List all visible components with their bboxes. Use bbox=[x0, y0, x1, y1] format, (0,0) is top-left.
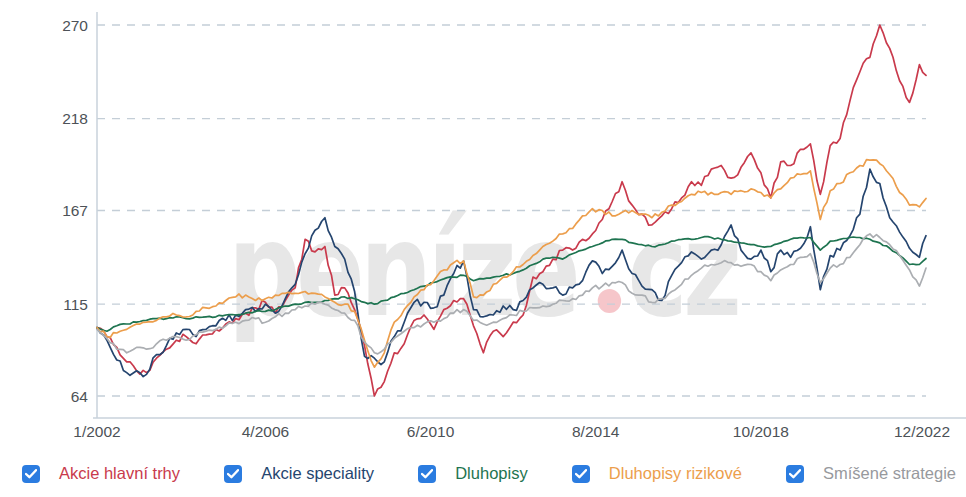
legend-checkbox-3[interactable] bbox=[418, 465, 436, 483]
series-line-dluhopisy-rizikov- bbox=[97, 160, 926, 368]
x-axis-label-12-2022: 12/2022 bbox=[894, 423, 950, 440]
legend-checkbox-5[interactable] bbox=[786, 465, 804, 483]
checkmark-icon bbox=[575, 469, 587, 479]
legend-item-dluhopisy-rizikov-[interactable]: Dluhopisy rizikové bbox=[572, 464, 742, 483]
y-axis-label-218: 218 bbox=[62, 110, 88, 127]
legend-checkbox-4[interactable] bbox=[572, 465, 590, 483]
legend-checkbox-1[interactable] bbox=[22, 465, 40, 483]
fund-performance-chart: penízecz 270218167115641/20024/20066/201… bbox=[0, 0, 966, 497]
legend-item-sm-en-strategie[interactable]: Smíšené strategie bbox=[786, 464, 956, 483]
legend-label-4[interactable]: Dluhopisy rizikové bbox=[609, 464, 742, 483]
x-axis-label-6-2010: 6/2010 bbox=[407, 423, 455, 440]
y-axis-label-115: 115 bbox=[63, 296, 88, 313]
series-line-dluhopisy bbox=[97, 237, 926, 332]
y-axis-label-270: 270 bbox=[62, 17, 88, 34]
x-axis-label-8-2014: 8/2014 bbox=[572, 423, 620, 440]
line-chart-canvas: 270 218 167 115 64 1/2002 4/2006 6/2010 8/2014 10… bbox=[0, 0, 966, 497]
x-axis-label-4-2006: 4/2006 bbox=[242, 423, 289, 440]
chart-legend: Akcie hlavní trhy Akcie speciality Dluhopi… bbox=[0, 464, 966, 483]
legend-item-akcie-speciality[interactable]: Akcie speciality bbox=[224, 464, 374, 483]
checkmark-icon bbox=[25, 469, 37, 479]
legend-label-1[interactable]: Akcie hlavní trhy bbox=[59, 464, 180, 483]
legend-item-dluhopisy[interactable]: Dluhopisy bbox=[418, 464, 527, 483]
y-axis-label-167: 167 bbox=[62, 202, 88, 219]
checkmark-icon bbox=[421, 469, 433, 479]
legend-checkbox-2[interactable] bbox=[224, 465, 242, 483]
legend-item-akcie-hlavn-trhy[interactable]: Akcie hlavní trhy bbox=[22, 464, 180, 483]
series-line-sm-en-strategie bbox=[97, 234, 926, 354]
legend-label-5[interactable]: Smíšené strategie bbox=[823, 464, 956, 483]
legend-label-2[interactable]: Akcie speciality bbox=[261, 464, 374, 483]
x-axis-label-10-2018: 10/2018 bbox=[733, 423, 789, 440]
y-axis-label-64: 64 bbox=[71, 388, 89, 405]
x-axis-label-1-2002: 1/2002 bbox=[73, 423, 120, 440]
checkmark-icon bbox=[227, 469, 239, 479]
legend-label-3[interactable]: Dluhopisy bbox=[455, 464, 527, 483]
checkmark-icon bbox=[789, 469, 801, 479]
